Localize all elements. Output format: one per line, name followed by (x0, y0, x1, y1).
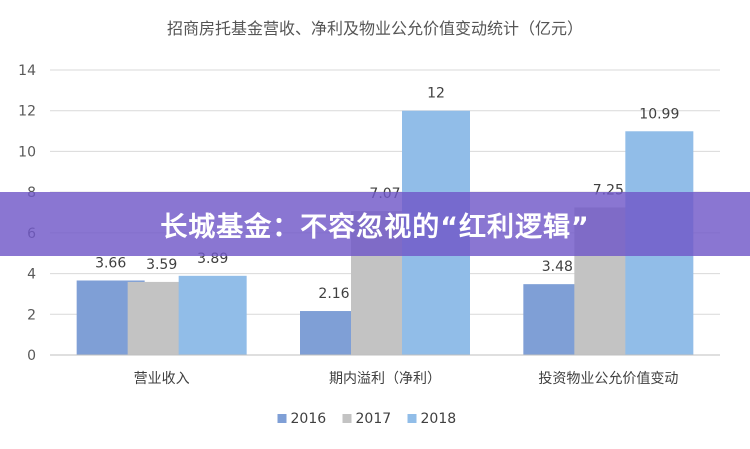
bar (178, 275, 247, 355)
data-label: 3.48 (542, 259, 573, 275)
y-tick-label: 2 (27, 307, 36, 323)
x-category-label: 期内溢利（净利） (329, 371, 441, 387)
data-label: 12 (427, 86, 445, 102)
headline-banner: 长城基金：不容忽视的“红利逻辑” (0, 192, 750, 256)
y-tick-label: 12 (18, 104, 36, 120)
x-category-label: 投资物业公允价值变动 (538, 371, 678, 387)
data-label: 3.66 (95, 255, 126, 271)
y-tick-label: 10 (18, 144, 36, 160)
legend-swatch (342, 414, 352, 423)
y-tick-label: 14 (18, 63, 36, 79)
y-tick-label: 4 (27, 267, 36, 283)
legend-label: 2016 (291, 411, 327, 427)
legend-label: 2018 (421, 411, 457, 427)
chart-title: 招商房托基金营收、净利及物业公允价值变动统计（亿元） (167, 19, 583, 38)
x-axis: 营业收入 期内溢利（净利） 投资物业公允价值变动 (50, 354, 720, 387)
legend-swatch (407, 414, 417, 423)
x-category-label: 营业收入 (134, 371, 190, 387)
headline-text: 长城基金：不容忽视的“红利逻辑” (160, 211, 590, 243)
data-label: 3.59 (146, 257, 177, 273)
data-label: 10.99 (639, 106, 679, 122)
legend-swatch (277, 414, 287, 423)
data-label: 2.16 (318, 286, 349, 302)
legend: 2016 2017 2018 (277, 411, 457, 427)
y-tick-label: 0 (27, 348, 36, 364)
legend-label: 2017 (356, 411, 392, 427)
